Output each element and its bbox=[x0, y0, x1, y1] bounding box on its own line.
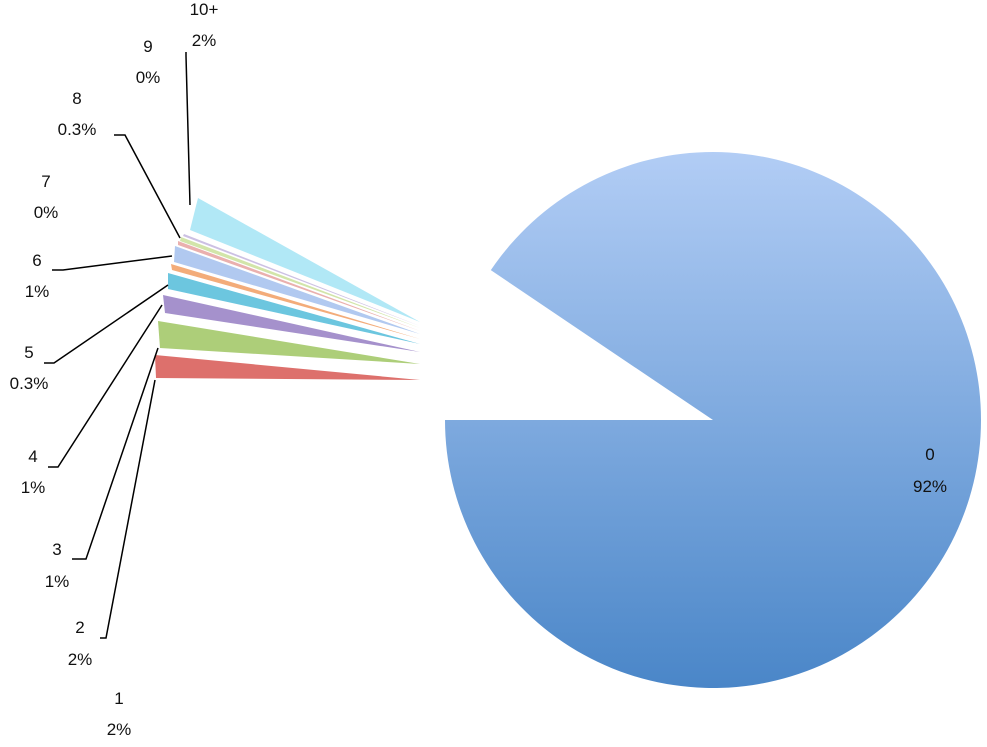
slice-1 bbox=[155, 355, 420, 380]
label-7-percent: 0% bbox=[34, 203, 59, 222]
label-9-category: 9 bbox=[143, 37, 152, 56]
leader-line-4 bbox=[48, 304, 163, 468]
leader-line-10plus bbox=[185, 52, 191, 206]
label-0-percent: 92% bbox=[913, 477, 947, 496]
label-1-percent: 2% bbox=[107, 720, 132, 739]
leader-line-2 bbox=[100, 379, 156, 639]
slice-8 bbox=[180, 237, 420, 328]
slice-4 bbox=[168, 273, 420, 344]
leader-line-5 bbox=[44, 284, 169, 364]
label-5-percent: 0.3% bbox=[10, 374, 49, 393]
label-3-category: 3 bbox=[52, 540, 61, 559]
leader-line-3 bbox=[72, 347, 159, 560]
label-5-category: 5 bbox=[24, 343, 33, 362]
slice-6 bbox=[174, 246, 420, 334]
label-10plus-percent: 2% bbox=[192, 31, 217, 50]
label-2-percent: 2% bbox=[68, 650, 93, 669]
label-2-category: 2 bbox=[75, 618, 84, 637]
slice-9 bbox=[183, 234, 420, 326]
slice-5 bbox=[171, 264, 420, 339]
slice-10plus bbox=[190, 198, 420, 322]
slice-0 bbox=[445, 151, 982, 688]
slice-7 bbox=[178, 241, 420, 331]
leader-line-8 bbox=[114, 134, 181, 239]
label-4-percent: 1% bbox=[21, 478, 46, 497]
label-8-category: 8 bbox=[72, 89, 81, 108]
label-8-percent: 0.3% bbox=[58, 120, 97, 139]
label-6-category: 6 bbox=[32, 251, 41, 270]
label-7-category: 7 bbox=[41, 172, 50, 191]
label-0-category: 0 bbox=[925, 445, 934, 464]
slice-3 bbox=[163, 295, 420, 352]
label-3-percent: 1% bbox=[45, 572, 70, 591]
label-6-percent: 1% bbox=[25, 282, 50, 301]
slice-2 bbox=[158, 321, 420, 364]
label-9-percent: 0% bbox=[136, 68, 161, 87]
label-1-category: 1 bbox=[114, 689, 123, 708]
leader-line-6 bbox=[52, 255, 173, 271]
label-10plus-category: 10+ bbox=[190, 0, 219, 19]
label-4-category: 4 bbox=[28, 447, 37, 466]
